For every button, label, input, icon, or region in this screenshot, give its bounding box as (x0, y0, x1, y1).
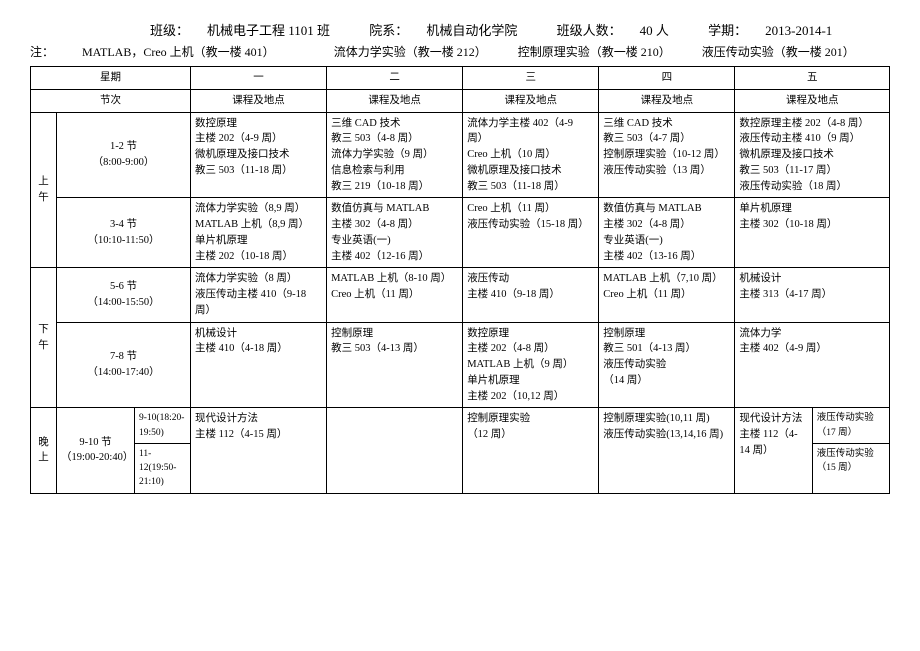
cell-p12-d3: 流体力学主楼 402（4-9 周）Creo 上机（10 周）微机原理及接口技术教… (463, 112, 599, 198)
cell-p78-d4: 控制原理教三 501（4-13 周）液压传动实验（14 周） (599, 322, 735, 408)
col-label-3: 课程及地点 (463, 89, 599, 112)
cell-p34-d3: Creo 上机（11 周）液压传动实验（15-18 周） (463, 198, 599, 268)
cell-p34-d1: 流体力学实验（8,9 周）MATLAB 上机（8,9 周）单片机原理主楼 202… (191, 198, 327, 268)
term-label: 学期： (708, 23, 747, 38)
class-label: 班级： (150, 23, 189, 38)
col-label-5: 课程及地点 (735, 89, 890, 112)
period-56-name: 5-6 节 (61, 279, 186, 295)
day-3: 三 (463, 67, 599, 90)
cell-p78-d1: 机械设计主楼 410（4-18 周） (191, 322, 327, 408)
row-days: 星期 一 二 三 四 五 (31, 67, 890, 90)
timetable: 星期 一 二 三 四 五 节次 课程及地点 课程及地点 课程及地点 课程及地点 … (30, 66, 890, 494)
day-4: 四 (599, 67, 735, 90)
period-34-name: 3-4 节 (61, 217, 186, 233)
row-p910-a: 晚上 9-10 节 （19:00-20:40） 9-10(18:20-19:50… (31, 408, 890, 444)
period-12: 1-2 节 （8:00-9:00） (57, 112, 191, 198)
dept-value: 机械自动化学院 (426, 23, 517, 38)
note-line: 注： MATLAB，Creo 上机（教一楼 401） 流体力学实验（教一楼 212… (30, 43, 890, 60)
cell-p910-d5b-bot: 液压传动实验（15 周） (812, 443, 889, 493)
row-p34: 3-4 节 （10:10-11:50） 流体力学实验（8,9 周）MATLAB … (31, 198, 890, 268)
cell-p56-d1: 流体力学实验（8 周）液压传动主楼 410（9-18 周） (191, 268, 327, 322)
session-morning: 上午 (31, 112, 57, 268)
day-2: 二 (327, 67, 463, 90)
period-12-time: （8:00-9:00） (61, 155, 186, 171)
note-4: 液压传动实验（教一楼 201） (702, 45, 855, 59)
cell-p12-d2: 三维 CAD 技术教三 503（4-8 周）流体力学实验（9 周）信息检索与利用… (327, 112, 463, 198)
day-5: 五 (735, 67, 890, 90)
header-line: 班级： 机械电子工程 1101 班 院系： 机械自动化学院 班级人数： 40 人 学期… (30, 20, 890, 39)
period-910-time: （19:00-20:40） (61, 450, 130, 466)
period-34-time: （10:10-11:50） (61, 233, 186, 249)
period-56: 5-6 节 （14:00-15:50） (57, 268, 191, 322)
row-course-loc: 节次 课程及地点 课程及地点 课程及地点 课程及地点 课程及地点 (31, 89, 890, 112)
note-1: MATLAB，Creo 上机（教一楼 401） (82, 45, 275, 59)
session-evening: 晚上 (31, 408, 57, 493)
cell-p910-d5a: 现代设计方法主楼 112（4-14 周） (735, 408, 812, 493)
col-label-1: 课程及地点 (191, 89, 327, 112)
size-label: 班级人数： (557, 23, 622, 38)
period-12-name: 1-2 节 (61, 139, 186, 155)
period-910: 9-10 节 （19:00-20:40） (57, 408, 135, 493)
cell-p56-d5: 机械设计主楼 313（4-17 周） (735, 268, 890, 322)
cell-p78-d5: 流体力学主楼 402（4-9 周） (735, 322, 890, 408)
period-910-name: 9-10 节 (61, 435, 130, 451)
col-label-2: 课程及地点 (327, 89, 463, 112)
note-2: 流体力学实验（教一楼 212） (334, 45, 487, 59)
cell-p34-d5: 单片机原理主楼 302（10-18 周） (735, 198, 890, 268)
cell-p910-d5b-top: 液压传动实验（17 周） (812, 408, 889, 444)
session-afternoon: 下午 (31, 268, 57, 408)
period-78: 7-8 节 （14:00-17:40） (57, 322, 191, 408)
note-3: 控制原理实验（教一楼 210） (518, 45, 671, 59)
cell-p910-d4: 控制原理实验(10,11 周)液压传动实验(13,14,16 周) (599, 408, 735, 493)
cell-p78-d2: 控制原理教三 503（4-13 周） (327, 322, 463, 408)
period-910-sub-b: 11-12(19:50-21:10) (135, 443, 191, 493)
period-34: 3-4 节 （10:10-11:50） (57, 198, 191, 268)
cell-p34-d4: 数值仿真与 MATLAB主楼 302（4-8 周）专业英语(一)主楼 402（1… (599, 198, 735, 268)
cell-p78-d3: 数控原理主楼 202（4-8 周）MATLAB 上机（9 周）单片机原理主楼 2… (463, 322, 599, 408)
period-910-sub-a: 9-10(18:20-19:50) (135, 408, 191, 444)
row-p12: 上午 1-2 节 （8:00-9:00） 数控原理主楼 202（4-9 周）微机… (31, 112, 890, 198)
dept-label: 院系： (369, 23, 408, 38)
row-p78: 7-8 节 （14:00-17:40） 机械设计主楼 410（4-18 周） 控… (31, 322, 890, 408)
term-value: 2013-2014-1 (765, 23, 832, 38)
cell-p12-d5: 数控原理主楼 202（4-8 周）液压传动主楼 410（9 周）微机原理及接口技… (735, 112, 890, 198)
day-header-label: 星期 (31, 67, 191, 90)
cell-p910-d1: 现代设计方法主楼 112（4-15 周） (191, 408, 327, 493)
day-1: 一 (191, 67, 327, 90)
size-value: 40 人 (640, 23, 669, 38)
period-56-time: （14:00-15:50） (61, 295, 186, 311)
cell-p56-d4: MATLAB 上机（7,10 周）Creo 上机（11 周） (599, 268, 735, 322)
cell-p56-d3: 液压传动主楼 410（9-18 周） (463, 268, 599, 322)
cell-p910-d3: 控制原理实验（12 周） (463, 408, 599, 493)
cell-p12-d1: 数控原理主楼 202（4-9 周）微机原理及接口技术教三 503（11-18 周… (191, 112, 327, 198)
note-prefix: 注： (30, 45, 54, 59)
class-value: 机械电子工程 1101 班 (207, 23, 330, 38)
period-78-time: （14:00-17:40） (61, 365, 186, 381)
cell-p12-d4: 三维 CAD 技术教三 503（4-7 周）控制原理实验（10-12 周）液压传… (599, 112, 735, 198)
cell-p34-d2: 数值仿真与 MATLAB主楼 302（4-8 周）专业英语(一)主楼 402（1… (327, 198, 463, 268)
cell-p910-d2 (327, 408, 463, 493)
period-78-name: 7-8 节 (61, 349, 186, 365)
row-p56: 下午 5-6 节 （14:00-15:50） 流体力学实验（8 周）液压传动主楼… (31, 268, 890, 322)
cell-p56-d2: MATLAB 上机（8-10 周）Creo 上机（11 周） (327, 268, 463, 322)
period-header-label: 节次 (31, 89, 191, 112)
col-label-4: 课程及地点 (599, 89, 735, 112)
